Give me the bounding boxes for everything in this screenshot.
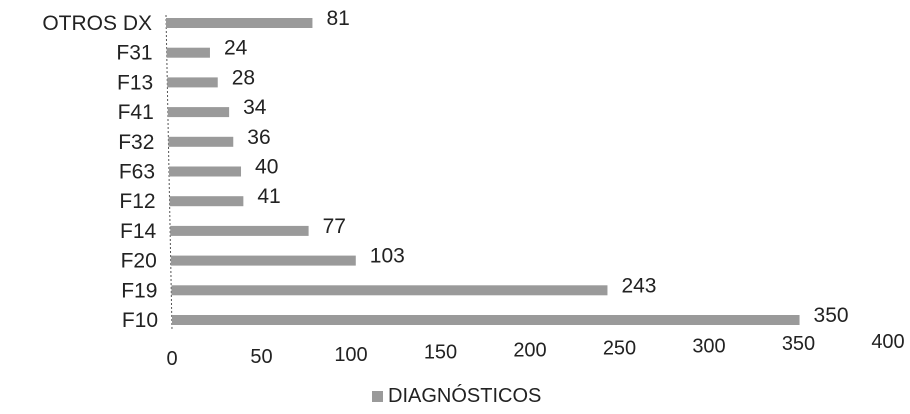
- bar-f12: [169, 196, 244, 207]
- x-tick-label: 200: [513, 340, 546, 362]
- x-tick-label: 300: [692, 335, 725, 357]
- value-label: 77: [323, 215, 346, 238]
- x-tick-label: 0: [166, 348, 177, 370]
- category-label: F19: [121, 279, 157, 302]
- category-label: F10: [122, 309, 158, 332]
- x-axis-ticks: 0 50 100 150 200 250 300 350 400: [166, 331, 904, 370]
- value-label: 28: [232, 66, 255, 89]
- value-label: 34: [243, 96, 267, 119]
- legend: DIAGNÓSTICOS: [372, 384, 541, 407]
- x-tick-label: 150: [424, 342, 457, 364]
- bar-f41: [167, 107, 230, 118]
- value-label: 350: [814, 304, 849, 327]
- category-label: F13: [117, 71, 153, 94]
- value-label: 41: [257, 185, 280, 208]
- category-label: F31: [116, 42, 152, 65]
- bars: [166, 18, 800, 325]
- category-label: F32: [118, 131, 154, 154]
- bar-f32: [168, 136, 234, 147]
- value-label: 243: [621, 274, 656, 297]
- x-tick-label: 50: [250, 346, 272, 368]
- category-label: F63: [119, 161, 155, 184]
- bar-f13: [167, 77, 218, 88]
- category-label: F20: [121, 250, 157, 273]
- bar-f10: [172, 315, 800, 325]
- legend-label: DIAGNÓSTICOS: [388, 384, 541, 407]
- category-label: F12: [119, 190, 155, 213]
- bar-otros-dx: [166, 18, 313, 28]
- x-tick-label: 350: [782, 333, 815, 355]
- value-labels: 81 24 28 34 36 40 41 77 103 243 350: [224, 7, 849, 327]
- x-tick-label: 400: [871, 331, 904, 353]
- value-label: 81: [326, 7, 349, 30]
- bar-f31: [166, 47, 210, 58]
- category-label: F14: [120, 220, 157, 243]
- bar-f63: [169, 166, 242, 177]
- x-tick-label: 100: [334, 344, 367, 366]
- bar-f20: [170, 255, 356, 266]
- value-label: 24: [224, 37, 248, 60]
- value-label: 36: [247, 126, 270, 149]
- value-label: 40: [255, 156, 278, 179]
- category-labels: OTROS DX F31 F13 F41 F32 F63 F12 F14 F20 F19 F10: [42, 12, 158, 332]
- bar-f19: [171, 285, 608, 296]
- category-label: F41: [118, 101, 154, 124]
- legend-swatch: [372, 391, 383, 402]
- x-tick-label: 250: [603, 337, 636, 359]
- category-label: OTROS DX: [42, 12, 152, 35]
- value-label: 103: [370, 245, 405, 268]
- bar-f14: [170, 225, 309, 236]
